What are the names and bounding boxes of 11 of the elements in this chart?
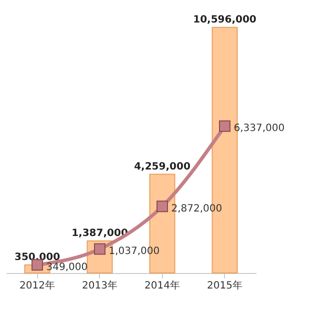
data-label: 350,000	[14, 252, 60, 263]
x-tick-label: 2014年	[144, 280, 180, 292]
data-label: 4,259,000	[134, 161, 190, 172]
x-tick-label: 2013年	[82, 280, 118, 292]
point	[219, 120, 230, 132]
data-label: 10,596,000	[193, 14, 256, 26]
point	[94, 243, 106, 255]
data-label: 1,387,000	[72, 228, 128, 239]
point	[156, 200, 168, 212]
x-tick-label: 2012年	[20, 280, 55, 292]
x-tick-label: 2015年	[207, 280, 242, 292]
